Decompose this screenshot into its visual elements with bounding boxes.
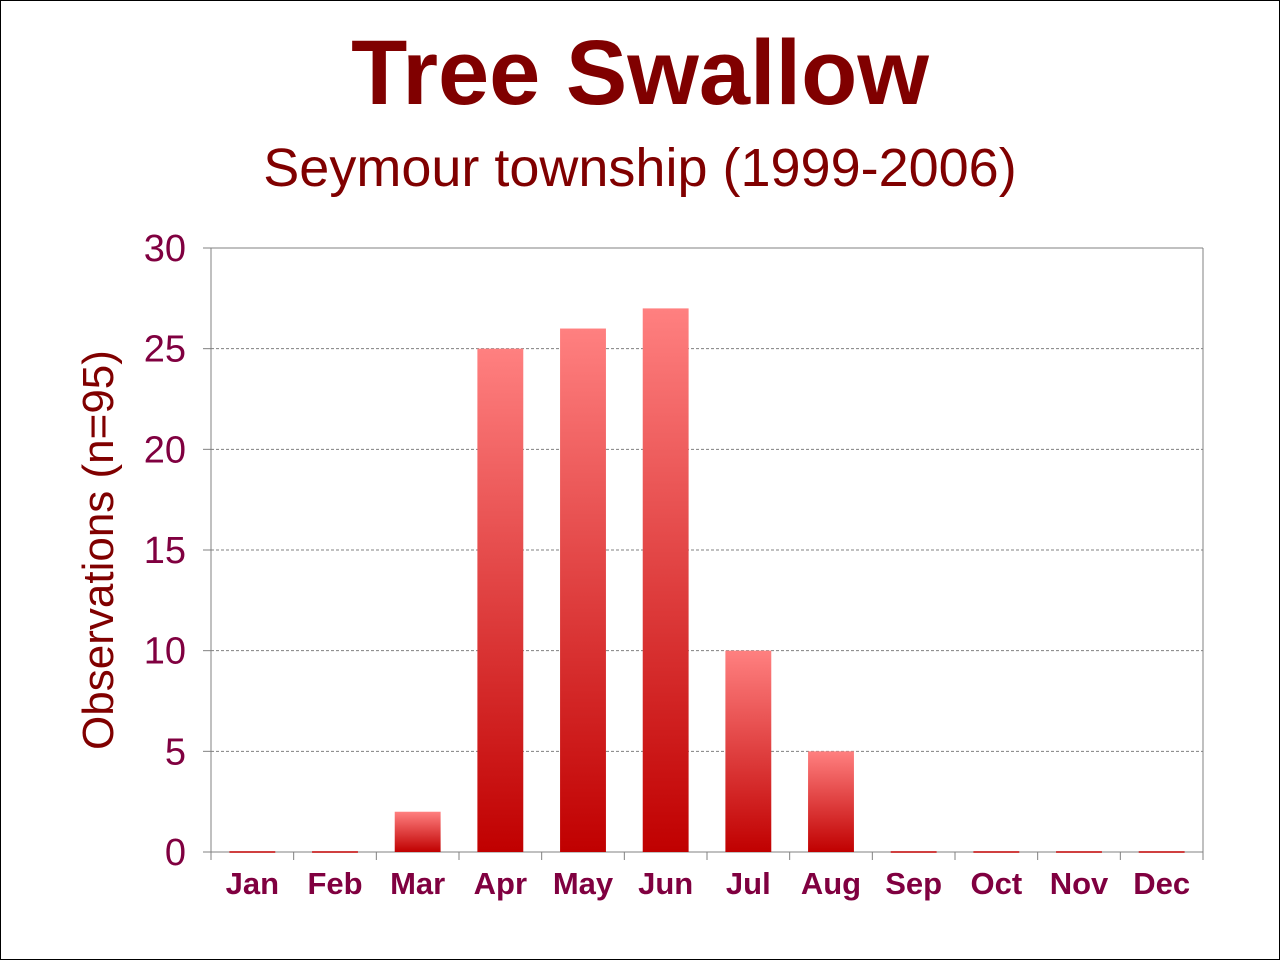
x-tick-label: Apr bbox=[474, 866, 527, 901]
y-tick-label: 25 bbox=[144, 329, 186, 371]
x-tick-label: May bbox=[553, 866, 614, 901]
x-tick-label: Dec bbox=[1133, 866, 1190, 901]
y-tick-label: 0 bbox=[165, 832, 186, 874]
bar-may bbox=[560, 328, 606, 852]
bar-aug bbox=[808, 751, 854, 852]
y-tick-labels: 0 5 10 15 20 25 30 bbox=[144, 228, 186, 874]
x-tick-label: Oct bbox=[970, 866, 1022, 901]
x-tick-labels: Jan Feb Mar Apr May Jun Jul Aug Sep Oct Nov Dec bbox=[226, 866, 1190, 901]
x-tick-label: Sep bbox=[885, 866, 942, 901]
x-tick-label: Jul bbox=[726, 866, 771, 901]
bar-apr bbox=[477, 348, 524, 852]
bar-mar bbox=[394, 811, 441, 852]
bars bbox=[229, 308, 1185, 853]
chart-title: Tree Swallow bbox=[351, 22, 929, 124]
y-tick-label: 30 bbox=[144, 228, 186, 270]
y-axis-label: Observations (n=95) bbox=[74, 350, 123, 750]
x-tick-label: Nov bbox=[1050, 866, 1109, 901]
y-tick-label: 20 bbox=[144, 429, 186, 471]
bar-jun bbox=[642, 308, 689, 852]
x-tick-label: Aug bbox=[801, 866, 861, 901]
chart-subtitle: Seymour township (1999-2006) bbox=[263, 138, 1017, 198]
gridlines bbox=[211, 348, 1203, 752]
x-tick-label: Jun bbox=[638, 866, 693, 901]
bar-jul bbox=[725, 650, 772, 852]
x-tick-label: Feb bbox=[307, 866, 362, 901]
x-tick-label: Jan bbox=[226, 866, 279, 901]
x-tick-label: Mar bbox=[390, 866, 445, 901]
y-tick-label: 10 bbox=[144, 631, 186, 673]
y-tick-label: 5 bbox=[165, 731, 186, 773]
axes bbox=[203, 247, 1204, 860]
y-tick-label: 15 bbox=[144, 530, 186, 572]
